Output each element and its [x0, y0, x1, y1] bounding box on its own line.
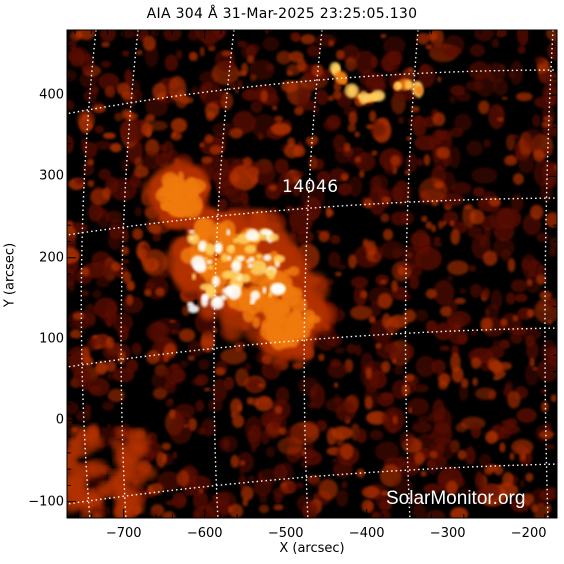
longitude-line [303, 30, 323, 518]
watermark-text: SolarMonitor.org [386, 488, 526, 509]
y-tick-label: 400 [39, 87, 64, 103]
active-region-label: 14046 [282, 177, 339, 197]
y-tick-label: 100 [39, 331, 64, 347]
y-tick-label: 300 [39, 168, 64, 184]
y-tick-label: −100 [28, 494, 64, 510]
chromosphere-texture [67, 30, 557, 518]
x-tick-label: −600 [186, 526, 223, 541]
y-tick-label: 0 [55, 412, 64, 428]
plot-title: AIA 304 Å 31-Mar-2025 23:25:05.130 [146, 6, 418, 22]
x-axis-label: X (arcsec) [279, 541, 345, 556]
x-tick-label: −400 [348, 526, 385, 541]
longitude-line [120, 30, 139, 518]
longitude-line [80, 30, 97, 518]
x-tick-label: −700 [105, 526, 142, 541]
heliographic-grid [67, 30, 557, 518]
y-tick-label: 200 [39, 250, 64, 266]
y-axis-label: Y (arcsec) [2, 242, 18, 308]
x-tick-label: −500 [267, 526, 304, 541]
x-tick-label: −300 [429, 526, 466, 541]
longitude-line [213, 30, 235, 518]
x-tick-label: −200 [510, 526, 547, 541]
